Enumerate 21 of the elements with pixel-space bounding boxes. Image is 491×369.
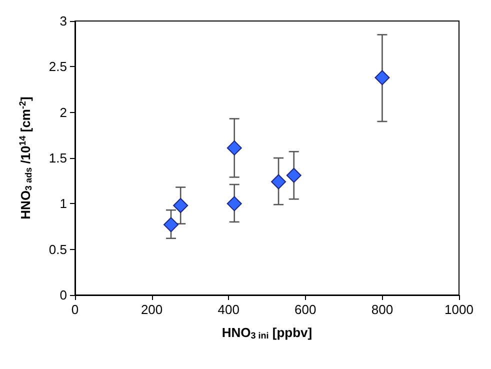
y-tick-label: 3 bbox=[60, 14, 67, 28]
y-tick-label: 2 bbox=[60, 104, 67, 120]
point bbox=[374, 70, 390, 86]
point bbox=[226, 140, 242, 156]
y-tick-label: 0.5 bbox=[48, 242, 67, 257]
x-tick-label: 800 bbox=[371, 302, 394, 317]
y-tick-label: 0 bbox=[60, 288, 67, 302]
point bbox=[271, 174, 286, 190]
point bbox=[164, 217, 178, 232]
x-tick-label: 200 bbox=[140, 302, 163, 317]
y-axis-title: HNO3 ads /1014 [cm-2] bbox=[18, 96, 34, 220]
x-tick-label: 1000 bbox=[444, 302, 474, 317]
y-tick-label: 1.5 bbox=[48, 150, 67, 166]
point bbox=[286, 168, 302, 183]
y-tick-label: 1 bbox=[60, 196, 67, 212]
y-tick-label: 2.5 bbox=[48, 59, 67, 74]
x-tick-label: 0 bbox=[71, 302, 79, 317]
x-tick-label: 400 bbox=[218, 302, 240, 317]
point bbox=[226, 196, 242, 212]
point bbox=[173, 198, 188, 213]
x-tick-label: 600 bbox=[294, 302, 316, 317]
